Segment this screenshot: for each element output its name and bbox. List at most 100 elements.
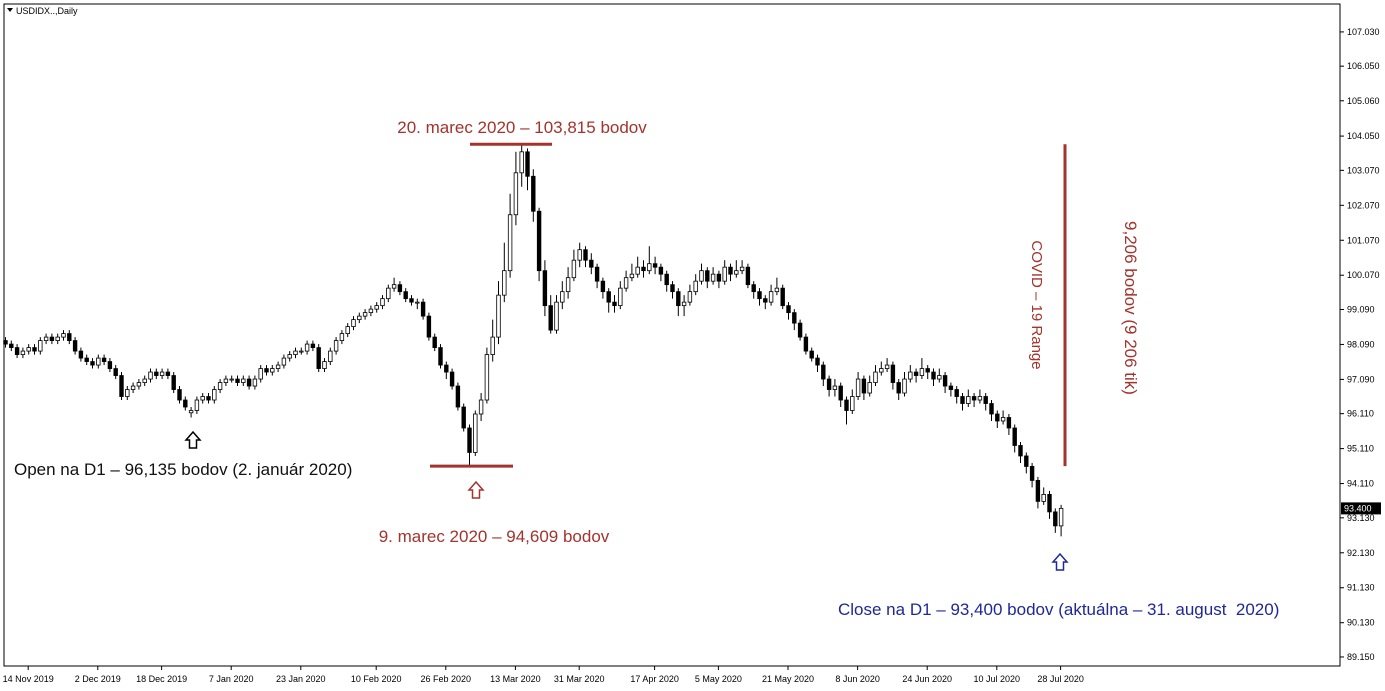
candle-body [879, 368, 884, 373]
candle-body [107, 361, 113, 369]
open-arrow [184, 430, 202, 449]
candle-body [519, 151, 524, 174]
x-tick-label: 10 Jul 2020 [974, 674, 1021, 684]
candle-body [386, 287, 391, 300]
candle-body [20, 350, 26, 355]
candle-body [310, 343, 316, 348]
candle-body [768, 291, 774, 303]
candle-body [565, 277, 571, 293]
candle-body [409, 298, 414, 303]
x-tick-label: 13 Mar 2020 [490, 674, 541, 684]
candle-body [919, 368, 925, 376]
candle-body [206, 396, 211, 401]
candle-body [658, 266, 664, 275]
price-tag [1341, 502, 1381, 515]
candle-body [826, 378, 832, 390]
candle-body [855, 378, 861, 397]
candle-body [281, 357, 287, 366]
candle-body [177, 389, 182, 401]
candle-body [502, 270, 507, 296]
candle-body [38, 340, 43, 352]
candle-body [983, 396, 988, 404]
y-tick-label: 94.110 [1347, 479, 1374, 489]
x-tick-label: 14 Nov 2019 [3, 674, 54, 684]
x-tick-label: 5 May 2020 [695, 674, 742, 684]
low-arrow [467, 480, 485, 499]
x-tick-label: 18 Dec 2019 [136, 674, 187, 684]
y-tick-label: 104.050 [1347, 131, 1380, 141]
candle-body [647, 263, 652, 272]
candle-body [1029, 466, 1035, 481]
candle-body [200, 396, 205, 401]
candle-body [473, 413, 478, 453]
candle-body [931, 371, 936, 380]
candle-body [444, 364, 449, 373]
candle-body [61, 333, 66, 338]
candle-body [635, 266, 640, 275]
candle-body [821, 364, 826, 380]
x-tick-label: 10 Feb 2020 [351, 674, 402, 684]
y-tick-label: 90.130 [1347, 618, 1375, 628]
candle-body [687, 291, 693, 303]
candle-body [612, 301, 617, 307]
candle-body [194, 399, 200, 411]
candle-body [902, 378, 907, 394]
candle-body [275, 364, 281, 369]
candle-body [716, 273, 722, 282]
candle-body [838, 385, 843, 401]
candle-body [977, 396, 983, 401]
candle-body [316, 347, 321, 369]
y-tick-label: 100.070 [1347, 270, 1380, 280]
candle-body [751, 284, 756, 293]
candle-body [420, 301, 426, 317]
candle-body [183, 399, 188, 408]
plot-frame [3, 3, 1341, 667]
candle-body [415, 301, 420, 304]
candle-body [681, 301, 687, 307]
candle-body [542, 270, 548, 307]
x-tick-label: 24 Jun 2020 [902, 674, 952, 684]
x-tick-label: 31 Mar 2020 [554, 674, 605, 684]
candle-body [380, 298, 385, 307]
candle-body [32, 347, 37, 352]
y-tick-label: 102.070 [1347, 200, 1380, 210]
x-tick-label: 28 Jul 2020 [1037, 674, 1084, 684]
candle-body [43, 336, 49, 341]
candle-body [188, 410, 194, 414]
candle-body [432, 336, 437, 348]
x-tick-label: 8 Jun 2020 [835, 674, 880, 684]
candle-body [734, 270, 739, 275]
low-annotation: 9. marec 2020 – 94,609 bodov [379, 527, 610, 546]
candle-body [815, 357, 820, 366]
x-tick-label: 17 Apr 2020 [630, 674, 679, 684]
candle-body [142, 378, 147, 383]
candle-body [96, 357, 101, 366]
candle-body [3, 340, 8, 345]
candle-body [774, 287, 780, 293]
candle-body [165, 371, 171, 376]
candle-body [368, 308, 374, 314]
candle-body [989, 403, 994, 415]
candle-body [606, 291, 611, 303]
candle-body [84, 357, 89, 362]
candle-body [304, 343, 310, 352]
candle-body [264, 368, 269, 373]
candle-body [130, 385, 136, 390]
candle-body [600, 280, 606, 293]
y-tick-label: 106.050 [1347, 61, 1380, 71]
candle-body [78, 350, 84, 359]
high-annotation: 20. marec 2020 – 103,815 bodov [397, 118, 647, 137]
candle-body [1058, 507, 1064, 527]
candle-body [995, 413, 1000, 422]
candle-body [908, 371, 913, 380]
close-arrow [1051, 552, 1069, 571]
open-annotation: Open na D1 – 96,135 bodov (2. január 202… [14, 460, 352, 479]
points-annotation: 9,206 bodov (9 206 tik) [1121, 221, 1140, 395]
candle-body [397, 284, 403, 293]
candle-body [792, 312, 797, 324]
candle-body [241, 378, 246, 383]
candle-body [623, 277, 629, 289]
candle-body [148, 371, 153, 380]
candle-body [449, 371, 455, 387]
